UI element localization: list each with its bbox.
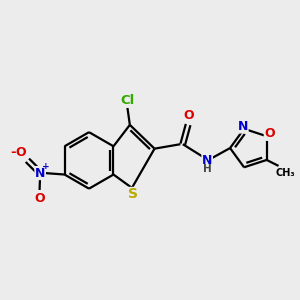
Text: O: O <box>183 109 194 122</box>
Text: N: N <box>202 154 212 167</box>
Text: -: - <box>11 146 16 159</box>
Text: O: O <box>15 146 26 159</box>
Text: S: S <box>128 188 137 202</box>
Text: N: N <box>35 167 45 179</box>
Text: +: + <box>42 162 49 171</box>
Text: N: N <box>238 120 248 133</box>
Text: CH₃: CH₃ <box>276 168 296 178</box>
Text: O: O <box>34 192 45 206</box>
Text: H: H <box>203 164 212 174</box>
Text: Cl: Cl <box>120 94 135 107</box>
Text: O: O <box>264 127 275 140</box>
